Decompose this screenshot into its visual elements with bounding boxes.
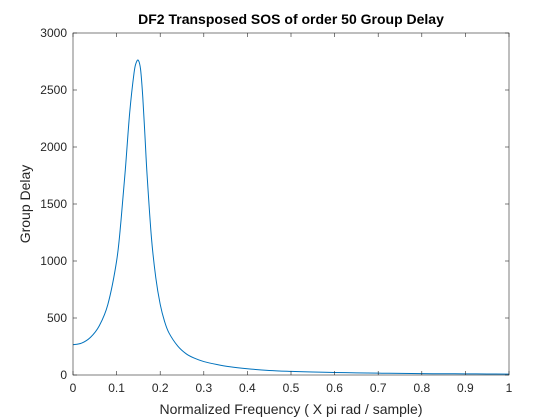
plot-background [73, 33, 509, 375]
group-delay-line [72, 59, 510, 375]
y-tick-label: 500 [47, 311, 67, 325]
series-layer [72, 59, 510, 375]
x-tick-label: 0.3 [195, 381, 212, 395]
ticks-layer: 0 0.1 0.2 0.3 0.4 0.5 0.6 0.7 0.8 0.9 1 0 500 1000 150… [40, 26, 512, 395]
x-tick-label: 0 [70, 381, 77, 395]
y-axis-label: Group Delay [17, 165, 33, 244]
x-tick-label: 0.2 [152, 381, 169, 395]
y-tick-label: 2500 [40, 83, 67, 97]
y-tick-label: 0 [60, 368, 67, 382]
x-tick-label: 0.8 [413, 381, 430, 395]
x-tick-label: 0.7 [370, 381, 387, 395]
y-tick-label: 3000 [40, 26, 67, 40]
x-tick-label: 0.6 [326, 381, 343, 395]
x-tick-label: 0.9 [457, 381, 474, 395]
x-tick-label: 0.1 [108, 381, 125, 395]
y-tick-label: 1000 [40, 254, 67, 268]
x-axis-label: Normalized Frequency ( X pi rad / sample… [160, 401, 423, 417]
x-tick-label: 0.4 [239, 381, 256, 395]
y-tick-label: 1500 [40, 197, 67, 211]
chart-title: DF2 Transposed SOS of order 50 Group Del… [138, 11, 444, 27]
y-tick-label: 2000 [40, 140, 67, 154]
x-tick-label: 0.5 [283, 381, 300, 395]
x-tick-label: 1 [506, 381, 513, 395]
plot-frame [72, 32, 510, 376]
